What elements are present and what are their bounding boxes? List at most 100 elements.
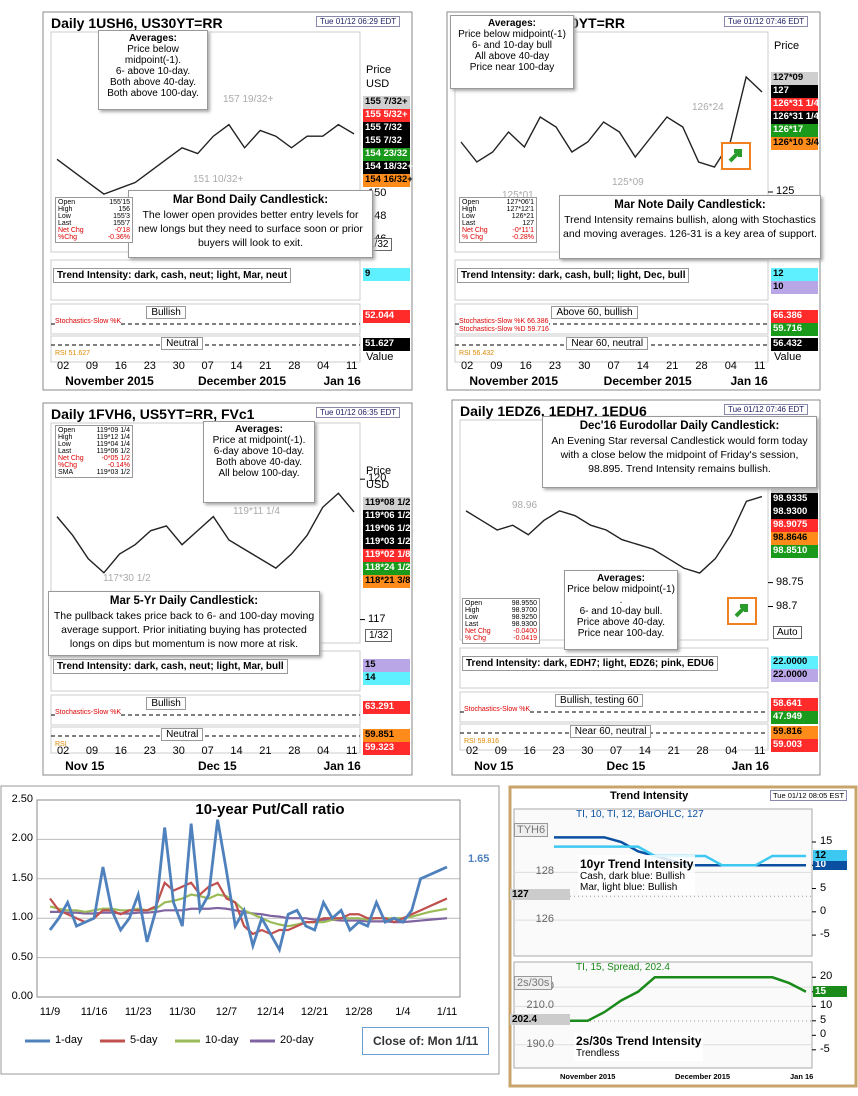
x-tick-label: 11/30 (168, 1006, 196, 1018)
legend-label: 10-day (205, 1034, 239, 1046)
averages-line: Price below midpoint(-1). (124, 44, 182, 66)
panel-title: Trend Intensity (610, 790, 689, 802)
note-box: Mar 5-Yr Daily Candlestick: The pullback … (48, 591, 320, 656)
note-line: Mar, light blue: Bullish (580, 882, 678, 893)
info-label: %Chg (58, 234, 78, 241)
price-tag: 14 (363, 672, 410, 685)
x-tick-label: 14 (230, 745, 243, 757)
averages-line: All below 100-day. (218, 468, 300, 479)
note-text: Trend Intensity remains bullish, along w… (563, 214, 817, 241)
info-value: 126*21 (511, 213, 534, 220)
timestamp: Tue 01/12 08:05 EST (770, 790, 848, 801)
x-tick-label: 12/14 (256, 1006, 285, 1018)
left-tick-label: 128 (535, 865, 554, 878)
x-tick-label: 23 (552, 745, 565, 757)
info-value: 119*06 1/2 (96, 448, 130, 455)
averages-line: Both above 40-day. (110, 77, 196, 88)
info-label: %Chg (58, 462, 78, 469)
axis-label: Price (366, 64, 392, 76)
rsi-note: Near 60, neutral (566, 337, 649, 350)
x-tick-label: 04 (317, 360, 330, 372)
signal-icon (721, 142, 751, 170)
x-tick-label: 28 (288, 360, 301, 372)
price-tag: 119*08 1/2 (363, 497, 411, 510)
level-label: 117*30 1/2 (103, 573, 151, 584)
info-row: Last 119*06 1/2 (58, 448, 130, 455)
rsi-legend: RSI 56.432 (459, 350, 495, 357)
price-tag: 119*06 1/2 (363, 523, 411, 536)
unit-label: Auto (773, 626, 802, 639)
y-tick-label: 117 (368, 612, 386, 625)
signal-arrow (728, 149, 742, 163)
info-label: Open (58, 199, 76, 206)
x-tick-label: 16 (114, 360, 128, 372)
info-row: Low 155'3 (58, 213, 130, 220)
averages-box: Averages: Price below midpoint(-1) . 6- an… (564, 570, 678, 650)
x-tick-label: 02 (466, 745, 479, 757)
month-label: Nov 15 (65, 759, 105, 773)
rsi-note: Neutral (161, 337, 204, 350)
info-row: High 127*12'1 (462, 206, 534, 213)
price-tag: 58.641 (771, 698, 818, 711)
level-label: 125*09 (612, 177, 644, 188)
timestamp: Tue 01/12 07:46 EDT (724, 404, 809, 415)
y-tick-label: 0.00 (11, 990, 33, 1002)
info-label: Low (58, 213, 71, 220)
price-tag: 126*31 1/4 (771, 98, 819, 111)
price-tag: 59.816 (771, 726, 818, 739)
info-row: Low 126*21 (462, 213, 534, 220)
month-label: Dec 15 (606, 759, 646, 773)
price-tag: 127*09 (771, 72, 818, 85)
level-label: 157 19/32+ (223, 94, 274, 105)
info-row: Open 127*06'1 (462, 199, 534, 206)
info-value: -0.28% (511, 234, 534, 241)
y-tick-label: 1.00 (11, 911, 33, 924)
x-tick-label: 12/21 (300, 1006, 329, 1018)
legend-label: 5-day (130, 1034, 158, 1046)
month-label: November 2015 (560, 1072, 616, 1081)
price-line (56, 123, 355, 195)
x-tick-label: 09 (490, 360, 503, 372)
sub-pane (50, 726, 361, 754)
price-tag: 127 (771, 85, 818, 98)
price-tag: 59.716 (771, 323, 818, 336)
price-tag: 10 (771, 281, 818, 294)
price-tag: 119*06 1/2 (363, 510, 411, 523)
x-tick-label: 28 (696, 745, 709, 757)
note-box: Dec'16 Eurodollar Daily Candlestick: An E… (542, 416, 817, 488)
info-value: 127*06'1 (506, 199, 534, 206)
note-line: Cash, dark blue: Bullish (580, 871, 686, 882)
price-tag: 118*24 1/2 (363, 562, 411, 575)
timestamp: Tue 01/12 06:29 EDT (316, 16, 401, 27)
averages-line: Both above 40-day. (216, 457, 302, 468)
y-tick-label: 120 (368, 472, 387, 485)
averages-line: Price near 100-day. (577, 628, 665, 639)
averages-line: Price near 100-day (469, 62, 555, 73)
left-tag: 202.4 (510, 1013, 570, 1025)
x-tick-label: 07 (201, 360, 214, 372)
price-tag: 63.291 (363, 701, 410, 714)
y-tick-label: 98.75 (776, 575, 804, 588)
info-label: Net Chg (58, 455, 84, 462)
trend-label: Trend Intensity: dark, cash, neut; light… (53, 268, 292, 283)
info-row: % Chg -0.0419 (465, 635, 537, 642)
info-label: Net Chg (465, 628, 491, 635)
x-tick-label: 04 (724, 360, 737, 372)
x-tick-label: 04 (317, 745, 330, 757)
timestamp: Tue 01/12 07:46 EDT (724, 16, 809, 27)
info-label: Last (465, 621, 479, 628)
note-title: Mar Note Daily Candlestick: (614, 199, 766, 211)
info-row: % Chg -0.28% (462, 234, 534, 241)
x-tick-label: 09 (85, 360, 99, 372)
info-value: 119*09 1/4 (96, 427, 130, 434)
level-label: 151 10/32+ (193, 174, 244, 185)
price-tag: 22.0000 (771, 656, 818, 669)
x-tick-label: 11/16 (80, 1006, 108, 1018)
level-label: 126*24 (692, 102, 724, 113)
axis-label: Price (774, 40, 800, 52)
info-value: 98.9250 (511, 614, 537, 621)
info-value: -0.36% (107, 234, 130, 241)
x-tick-label: 14 (230, 360, 243, 372)
price-tag: 59.323 (363, 742, 410, 755)
x-tick-label: 11 (346, 360, 358, 372)
